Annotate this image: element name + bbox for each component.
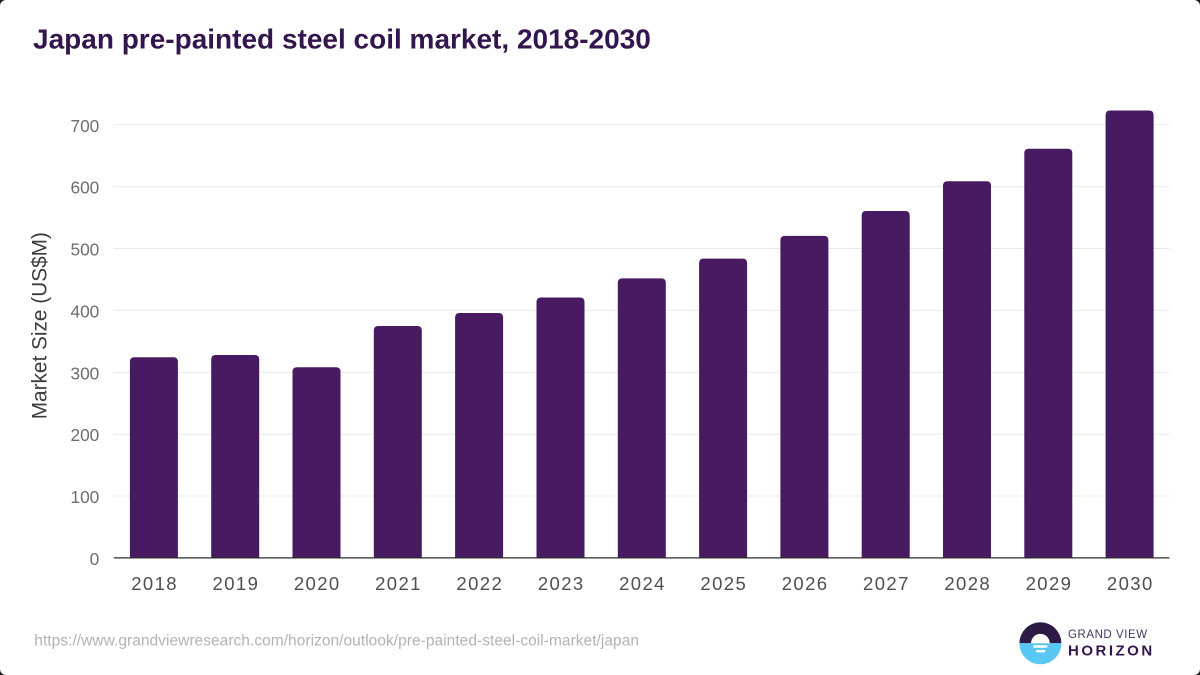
- svg-text:2027: 2027: [863, 573, 910, 594]
- svg-text:2028: 2028: [944, 573, 991, 594]
- svg-text:100: 100: [70, 487, 99, 507]
- svg-text:GRAND VIEW: GRAND VIEW: [1068, 629, 1148, 641]
- svg-text:2022: 2022: [456, 573, 503, 594]
- svg-text:600: 600: [70, 178, 99, 198]
- svg-text:2025: 2025: [700, 573, 747, 594]
- svg-text:200: 200: [70, 425, 99, 445]
- svg-text:Market Size (US$M): Market Size (US$M): [29, 232, 52, 419]
- svg-text:2029: 2029: [1026, 573, 1073, 594]
- svg-text:500: 500: [70, 240, 99, 260]
- svg-text:Japan pre-painted steel coil m: Japan pre-painted steel coil market, 201…: [33, 24, 651, 55]
- svg-text:2030: 2030: [1107, 573, 1154, 594]
- svg-text:2019: 2019: [213, 573, 260, 594]
- svg-text:2020: 2020: [294, 573, 341, 594]
- svg-text:2018: 2018: [131, 573, 178, 594]
- svg-text:300: 300: [70, 363, 99, 383]
- svg-text:400: 400: [70, 301, 99, 321]
- svg-text:2023: 2023: [538, 573, 585, 594]
- svg-text:2021: 2021: [375, 573, 422, 594]
- svg-text:700: 700: [70, 116, 99, 136]
- svg-text:https://www.grandviewresearch.: https://www.grandviewresearch.com/horizo…: [34, 633, 639, 650]
- svg-text:2026: 2026: [782, 573, 829, 594]
- svg-text:0: 0: [90, 549, 100, 569]
- svg-text:HORIZON: HORIZON: [1068, 643, 1155, 660]
- svg-text:2024: 2024: [619, 573, 666, 594]
